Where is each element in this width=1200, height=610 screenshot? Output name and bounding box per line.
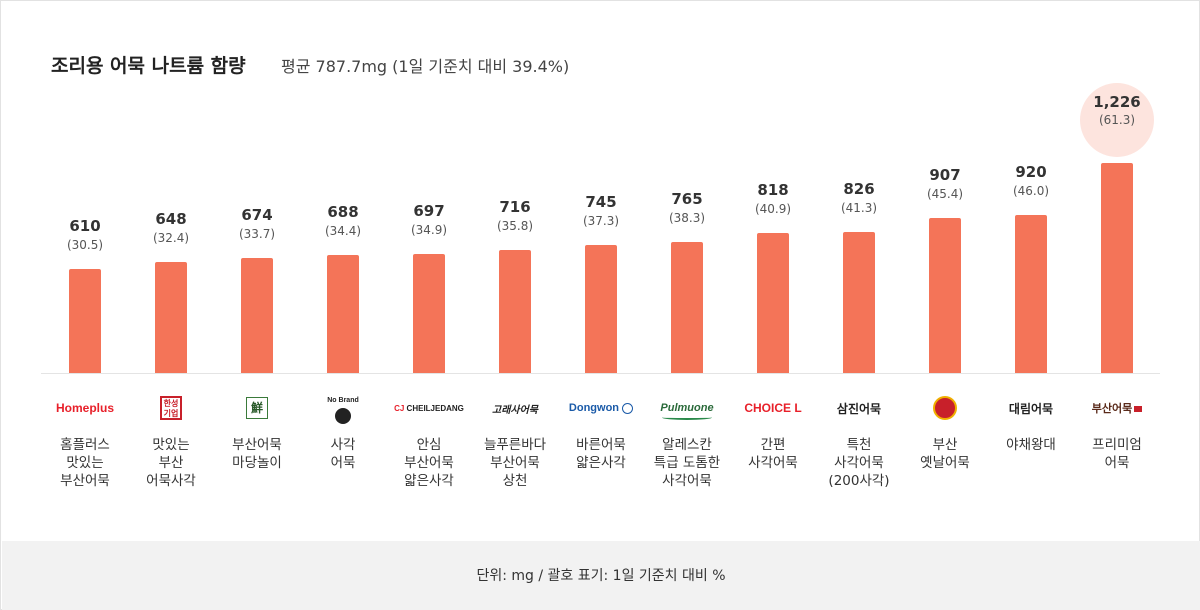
x-tick-label: 사각 어묵 xyxy=(330,437,356,471)
bar xyxy=(69,269,101,373)
bar-percent-label: (30.5) xyxy=(66,238,104,252)
daerim-logo: 대림어묵 xyxy=(1008,401,1054,416)
x-axis-baseline xyxy=(41,373,1160,374)
bar-value-label: 818 xyxy=(757,181,789,199)
chart-title: 조리용 어묵 나트륨 함량 xyxy=(51,55,246,77)
bar xyxy=(757,233,789,373)
samjin-logo: 삼진어묵 xyxy=(836,401,882,416)
bar-value-label: 648 xyxy=(155,210,187,228)
x-tick-label: 야채왕대 xyxy=(1006,437,1056,453)
bar xyxy=(1015,215,1047,373)
cj-logo: CJ CHEILJEDANG xyxy=(394,403,464,413)
choice-l-logo: CHOICE L xyxy=(744,401,802,415)
bar-column: 697 (34.9) CJ CHEILJEDANG 안심 부산어묵 얇은사각 xyxy=(386,1,472,541)
bar-percent-label: (35.8) xyxy=(496,219,534,233)
bar-column: 745 (37.3) Dongwon 바른어묵 얇은사각 xyxy=(558,1,644,541)
x-tick-label: 프리미엄 어묵 xyxy=(1092,437,1142,471)
bar xyxy=(843,232,875,373)
x-tick-label: 안심 부산어묵 얇은사각 xyxy=(404,437,454,489)
goraesa-logo: 고래사어묵 xyxy=(492,404,538,416)
x-tick-label: 특천 사각어묵 (200사각) xyxy=(828,437,890,489)
bar-percent-label: (45.4) xyxy=(926,187,964,201)
bar-value-label: 745 xyxy=(585,193,617,211)
x-tick-label: 바른어묵 얇은사각 xyxy=(576,437,626,471)
bar xyxy=(413,254,445,373)
unit-footnote: 단위: mg / 괄호 표기: 1일 기준치 대비 % xyxy=(476,568,726,584)
bar xyxy=(327,255,359,373)
daerim-seon-logo: 鮮 xyxy=(214,391,300,425)
bar-value-label: 716 xyxy=(499,198,531,216)
pulmuone-logo: Pulmuone xyxy=(644,391,730,425)
bar-value-label: 674 xyxy=(241,206,273,224)
bar-value-label: 610 xyxy=(69,217,101,235)
bar xyxy=(155,262,187,373)
bar-percent-label: (46.0) xyxy=(1012,184,1050,198)
bar-value-label: 1,226 xyxy=(1093,93,1141,111)
x-tick-label: 간편 사각어묵 xyxy=(748,437,798,471)
bar-value-label: 765 xyxy=(671,190,703,208)
hanseong-logo: 한성 기업 xyxy=(128,391,214,425)
busan-eomuk-logo: 부산어묵 xyxy=(1074,391,1160,425)
bar xyxy=(499,250,531,373)
bar-column: 674 (33.7) 鮮 부산어묵 마당놀이 xyxy=(214,1,300,541)
bar-value-label: 920 xyxy=(1015,163,1047,181)
bar-value-label: 826 xyxy=(843,180,875,198)
bar-percent-label: (34.9) xyxy=(410,223,448,237)
bar xyxy=(241,258,273,373)
bar-value-label: 907 xyxy=(929,166,961,184)
bar-percent-label: (33.7) xyxy=(238,227,276,241)
x-tick-label: 맛있는 부산 어묵사각 xyxy=(146,437,196,489)
highlight-circle xyxy=(1080,83,1154,157)
footer-bar: 단위: mg / 괄호 표기: 1일 기준치 대비 % xyxy=(2,541,1200,610)
bar xyxy=(585,245,617,373)
bar xyxy=(671,242,703,373)
x-tick-label: 부산 옛날어묵 xyxy=(920,437,970,471)
bar-column: 688 (34.4) No Brand 사각 어묵 xyxy=(300,1,386,541)
bar-percent-label: (37.3) xyxy=(582,214,620,228)
bar-column: 907 (45.4) 부산 옛날어묵 xyxy=(902,1,988,541)
dongwon-logo: Dongwon xyxy=(558,391,644,425)
bar-percent-label: (41.3) xyxy=(840,201,878,215)
bar-percent-label: (40.9) xyxy=(754,202,792,216)
bar-percent-label: (34.4) xyxy=(324,224,362,238)
homeplus-logo: Homeplus xyxy=(55,401,114,415)
x-tick-label: 홈플러스 맛있는 부산어묵 xyxy=(60,437,110,489)
bar-value-label: 697 xyxy=(413,202,445,220)
busan-old-logo xyxy=(902,391,988,425)
bar-percent-label: (61.3) xyxy=(1098,113,1136,127)
bar xyxy=(929,218,961,373)
bar-column: 765 (38.3) Pulmuone 알레스칸 특급 도톰한 사각어묵 xyxy=(644,1,730,541)
no-brand-logo: No Brand xyxy=(300,391,386,425)
bar-column: 610 (30.5) Homeplus 홈플러스 맛있는 부산어묵 xyxy=(42,1,128,541)
x-tick-label: 부산어묵 마당놀이 xyxy=(232,437,282,471)
chart-subtitle: 평균 787.7mg (1일 기준치 대비 39.4%) xyxy=(281,57,570,76)
bar-percent-label: (38.3) xyxy=(668,211,706,225)
x-tick-label: 늘푸른바다 부산어묵 상천 xyxy=(483,437,547,489)
bar-percent-label: (32.4) xyxy=(152,231,190,245)
bar xyxy=(1101,163,1133,373)
bar-column: 818 (40.9) CHOICE L 간편 사각어묵 xyxy=(730,1,816,541)
x-tick-label: 알레스칸 특급 도톰한 사각어묵 xyxy=(653,437,721,489)
bar-value-label: 688 xyxy=(327,203,359,221)
